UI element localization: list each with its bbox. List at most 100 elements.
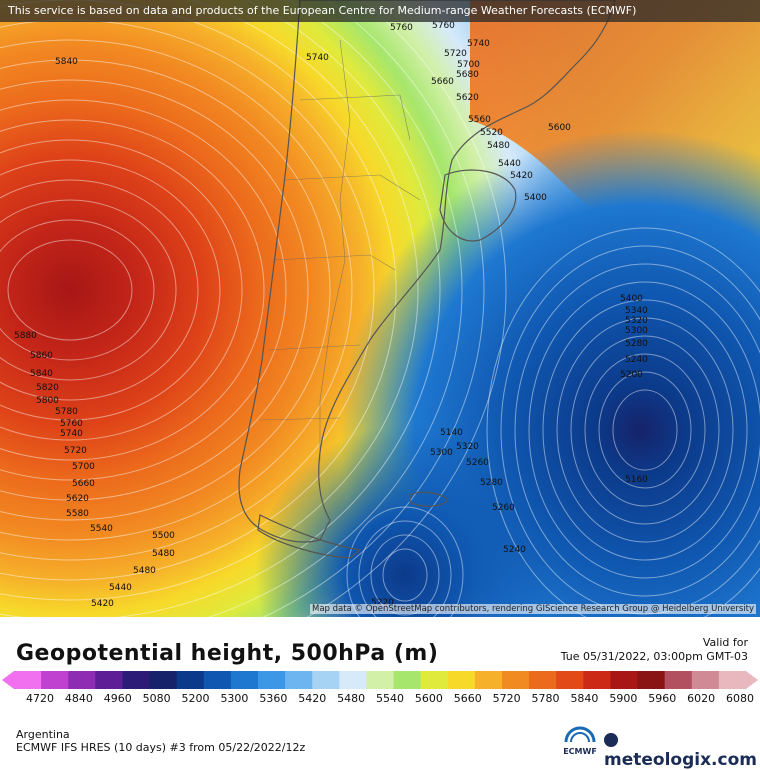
map-title: Geopotential height, 500hPa (m) <box>16 641 439 666</box>
contour-line <box>0 99 287 481</box>
contour-line <box>486 227 760 617</box>
contour-value-label: 5500 <box>152 531 175 541</box>
contour-line <box>358 520 452 617</box>
colorbar-arrow-high <box>746 671 758 689</box>
colorbar-tick-label: 5200 <box>181 692 210 705</box>
region-label: Argentina <box>16 728 70 741</box>
meteologix-logo-mark <box>604 733 618 747</box>
contour-value-label: 5300 <box>625 326 648 336</box>
contour-value-label: 5320 <box>456 442 479 452</box>
contour-line <box>556 317 734 543</box>
contour-value-label: 5760 <box>60 419 83 429</box>
colorbar-tick-label: 6020 <box>687 692 716 705</box>
province-borders <box>259 39 421 460</box>
contour-line <box>0 179 199 401</box>
colorbar-tick-label: 5780 <box>531 692 560 705</box>
contour-line <box>0 219 155 361</box>
contour-value-label: 5700 <box>457 60 480 70</box>
contour-value-label: 5480 <box>133 566 156 576</box>
contour-value-label: 5680 <box>456 70 479 80</box>
contour-value-label: 5440 <box>109 583 132 593</box>
contour-line <box>208 0 463 617</box>
contour-line <box>584 353 706 507</box>
colorbar-swatch <box>420 671 449 689</box>
colorbar-tick-label: 6080 <box>726 692 754 705</box>
contour-line <box>500 245 760 615</box>
contour-value-label: 5740 <box>306 53 329 63</box>
colorbar-tick-label: 5840 <box>570 692 599 705</box>
contour-value-label: 5820 <box>36 383 59 393</box>
contour-line <box>370 534 440 616</box>
colorbar-swatch <box>366 671 395 689</box>
colorbar-ticks: 4720 4840 4960 5080 5200 5300 5360 5420 5480 5540… <box>0 692 760 708</box>
contour-value-label: 5280 <box>625 339 648 349</box>
contour-line <box>7 239 133 341</box>
contour-value-label: 5300 <box>430 448 453 458</box>
contour-value-label: 5660 <box>72 479 95 489</box>
contour-value-label: 5140 <box>440 428 463 438</box>
colorbar-arrow-low <box>2 671 14 689</box>
colorbar-swatch <box>474 671 503 689</box>
map-attribution[interactable]: Map data © OpenStreetMap contributors, r… <box>310 604 756 614</box>
contour-line <box>0 139 243 441</box>
model-run-label: ECMWF IFS HRES (10 days) #3 from 05/22/2… <box>16 741 306 754</box>
contour-value-label: 5780 <box>55 407 78 417</box>
valid-time: Tue 05/31/2022, 03:00pm GMT-03 <box>560 650 748 663</box>
ecmwf-logo[interactable]: ECMWF <box>560 726 600 756</box>
contour-line <box>382 548 428 602</box>
valid-for-label: Valid for <box>702 636 748 649</box>
colorbar-tick-label: 5900 <box>609 692 638 705</box>
meteologix-brand-text: meteologix.com <box>604 750 757 770</box>
contour-line <box>0 59 331 521</box>
contour-value-label: 5260 <box>492 503 515 513</box>
colorbar-tick-label: 5080 <box>142 692 171 705</box>
contour-value-label: 5560 <box>468 115 491 125</box>
contour-line <box>0 79 309 501</box>
contour-value-label: 5440 <box>498 159 521 169</box>
contour-line <box>0 199 177 381</box>
contour-value-label: 5840 <box>55 57 78 67</box>
contour-line <box>0 119 265 461</box>
contour-line <box>0 0 419 601</box>
colorbar-tick-label: 5300 <box>220 692 249 705</box>
contour-value-label: 5200 <box>620 370 643 380</box>
colorbar-tick-label: 5360 <box>259 692 288 705</box>
map-view[interactable]: 5760 5760 5740 5720 5700 5680 5660 5620 5560 5520… <box>0 0 760 617</box>
meteologix-logo[interactable]: meteologix.com <box>604 730 760 770</box>
contour-value-label: 5580 <box>66 509 89 519</box>
colorbar-swatch <box>14 671 42 689</box>
ecmwf-notice-banner: This service is based on data and produc… <box>0 0 760 22</box>
colorbar-swatch <box>312 671 340 689</box>
contour-value-label: 5700 <box>72 462 95 472</box>
contour-value-label: 5620 <box>66 494 89 504</box>
colorbar-swatch <box>203 671 232 689</box>
contour-value-label: 5320 <box>625 316 648 326</box>
colorbar-tick-label: 5600 <box>414 692 443 705</box>
colorbar-swatch <box>68 671 96 689</box>
contour-value-label: 5720 <box>444 49 467 59</box>
colorbar-tick-label: 4720 <box>26 692 54 705</box>
colorbar-tick-label: 4840 <box>64 692 93 705</box>
contour-value-label: 5600 <box>548 123 571 133</box>
colorbar-swatch <box>583 671 611 689</box>
contour-value-label: 5520 <box>480 128 503 138</box>
contour-line <box>0 0 441 617</box>
contour-line <box>346 506 464 617</box>
contour-value-label: 5240 <box>503 545 526 555</box>
contour-value-label: 5620 <box>456 93 479 103</box>
contour-value-label: 5420 <box>510 171 533 181</box>
contour-line <box>262 0 485 617</box>
contour-value-label: 5660 <box>431 77 454 87</box>
contour-line <box>598 371 692 489</box>
contour-line <box>514 263 760 597</box>
coastline <box>238 0 616 559</box>
colorbar-swatch <box>691 671 720 689</box>
colorbar-swatch <box>122 671 151 689</box>
contour-value-label: 5260 <box>466 458 489 468</box>
colorbar-swatch <box>664 671 693 689</box>
colorbar-tick-label: 5480 <box>337 692 366 705</box>
colorbar-tick-label: 5960 <box>648 692 677 705</box>
contour-value-label: 5860 <box>30 351 53 361</box>
